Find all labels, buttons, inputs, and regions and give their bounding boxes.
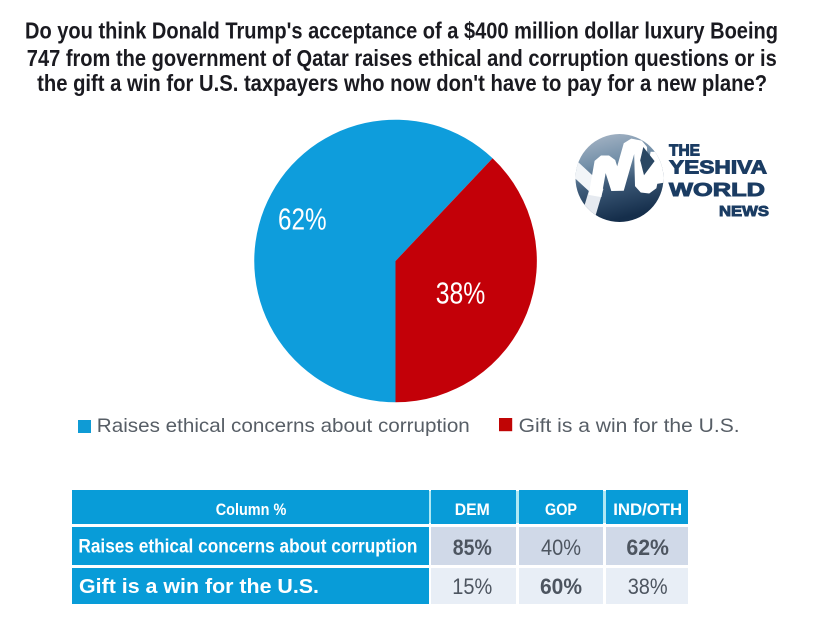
svg-text:the gift a win for U.S. taxpay: the gift a win for U.S. taxpayers who no… <box>37 70 767 96</box>
svg-text:85%: 85% <box>453 535 492 560</box>
svg-text:62%: 62% <box>626 535 669 560</box>
svg-text:747 from the government of Qat: 747 from the government of Qatar raises … <box>27 45 777 71</box>
svg-text:Raises ethical concerns about: Raises ethical concerns about corruption <box>97 415 470 437</box>
svg-text:38%: 38% <box>436 276 486 311</box>
svg-text:15%: 15% <box>452 574 492 599</box>
svg-text:40%: 40% <box>541 535 581 560</box>
svg-text:38%: 38% <box>628 574 668 599</box>
svg-text:60%: 60% <box>540 574 582 599</box>
svg-text:GOP: GOP <box>545 500 577 519</box>
svg-text:Do you think Donald Trump's ac: Do you think Donald Trump's acceptance o… <box>25 18 778 44</box>
svg-text:THE: THE <box>669 143 700 160</box>
svg-text:Column %: Column % <box>216 500 287 519</box>
svg-text:Gift is a win for the U.S.: Gift is a win for the U.S. <box>79 576 319 598</box>
svg-text:DEM: DEM <box>455 500 490 519</box>
svg-text:Raises ethical concerns about: Raises ethical concerns about corruption <box>78 536 417 558</box>
svg-text:YESHIVA: YESHIVA <box>669 157 767 178</box>
svg-text:IND/OTH: IND/OTH <box>613 500 682 519</box>
svg-text:Gift is a win for the U.S.: Gift is a win for the U.S. <box>519 415 740 437</box>
svg-text:62%: 62% <box>278 201 327 236</box>
svg-text:NEWS: NEWS <box>719 203 769 220</box>
svg-text:WORLD: WORLD <box>669 179 765 200</box>
